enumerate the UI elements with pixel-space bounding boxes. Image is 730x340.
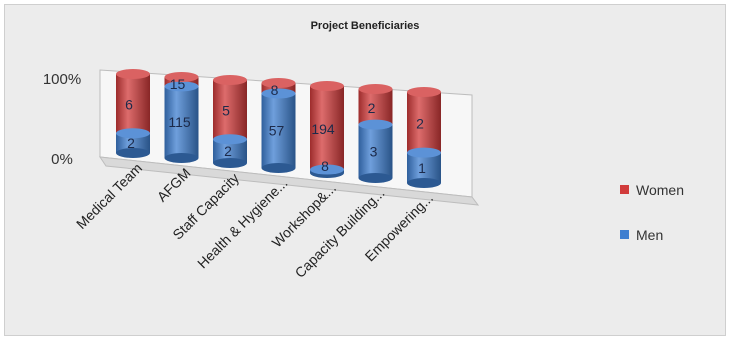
legend-swatch-women: [620, 185, 629, 194]
data-label-men-0: 2: [127, 135, 135, 151]
data-label-women-5: 2: [368, 100, 376, 116]
category-label-0: Medical Team: [73, 160, 145, 232]
bar-women-2: [213, 80, 247, 140]
data-label-men-3: 57: [269, 123, 285, 139]
data-label-men-4: 8: [321, 158, 329, 174]
data-label-women-1: 15: [170, 76, 186, 92]
plot-floor: [98, 156, 480, 206]
bar-men-base-3: [261, 163, 296, 173]
y-tick-label-0: 0%: [51, 151, 73, 168]
bar-men-5: [358, 124, 393, 178]
bar-men-base-5: [358, 173, 393, 183]
data-label-women-3: 8: [271, 82, 279, 98]
data-label-men-6: 1: [418, 160, 426, 176]
data-label-women-6: 2: [416, 115, 424, 131]
bar-men-base-6: [407, 178, 441, 188]
data-label-men-2: 2: [224, 143, 232, 159]
category-label-3: Health & Hygiene...: [194, 175, 291, 272]
legend-label-men: Men: [636, 227, 663, 243]
bar-women-6: [407, 92, 441, 153]
data-label-women-0: 6: [125, 97, 133, 113]
bar-men-0: [116, 133, 150, 153]
bar-women-cap-3: [261, 78, 296, 88]
bar-women-cap-1: [164, 72, 199, 82]
bar-split-cap-3: [261, 88, 296, 99]
bar-split-cap-0: [116, 128, 150, 139]
bar-women-5: [358, 89, 393, 125]
bar-split-cap-6: [407, 147, 441, 158]
data-label-men-5: 3: [370, 143, 378, 159]
data-label-men-1: 115: [168, 114, 191, 130]
bar-men-base-2: [213, 158, 247, 168]
legend-swatch-men: [620, 230, 629, 239]
bar-women-3: [261, 83, 296, 94]
bar-women-4: [310, 86, 344, 170]
bar-women-0: [116, 74, 150, 134]
bar-split-cap-5: [358, 119, 393, 130]
data-label-women-4: 194: [311, 121, 335, 137]
bar-women-cap-6: [407, 87, 441, 97]
bar-men-6: [407, 152, 441, 183]
bar-split-cap-1: [164, 81, 199, 92]
category-label-5: Capacity Building...: [292, 185, 388, 281]
bar-men-base-1: [164, 153, 199, 163]
bar-men-3: [261, 93, 296, 168]
bar-men-2: [213, 139, 247, 163]
bar-men-1: [164, 86, 199, 158]
chart-title: Project Beneficiaries: [310, 20, 420, 32]
bar-women-cap-2: [213, 75, 247, 85]
bar-split-cap-4: [310, 164, 344, 175]
bar-split-cap-2: [213, 134, 247, 145]
bar-men-base-0: [116, 148, 150, 158]
bar-women-cap-5: [358, 84, 393, 94]
legend-label-women: Women: [636, 182, 684, 198]
bar-women-cap-4: [310, 81, 344, 91]
data-label-women-2: 5: [222, 103, 230, 119]
bar-women-cap-0: [116, 69, 150, 79]
y-tick-label-100: 100%: [43, 71, 81, 88]
